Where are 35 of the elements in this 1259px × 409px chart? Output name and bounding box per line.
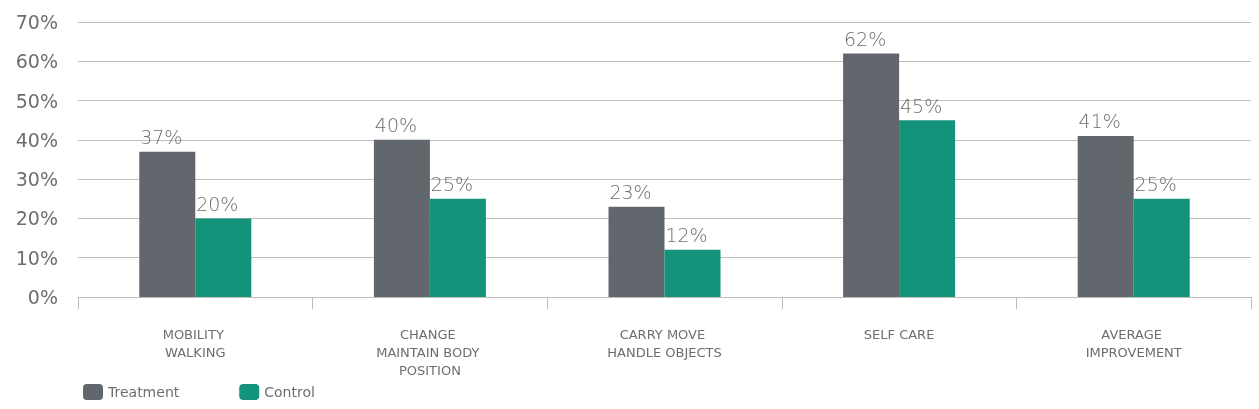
data-label: 20% (196, 192, 239, 215)
bar (195, 218, 252, 297)
y-tick-label: 50% (15, 89, 58, 112)
bar (373, 139, 430, 297)
x-tick-label: MOBILITY WALKING (162, 326, 228, 360)
data-label: 12% (665, 224, 708, 247)
data-label: 37% (140, 126, 183, 149)
data-label: 45% (899, 94, 943, 117)
bar (843, 53, 900, 297)
data-label: 62% (843, 27, 887, 50)
y-tick-label: 60% (15, 50, 58, 73)
bar (608, 206, 665, 297)
legend-label: Control (264, 384, 315, 400)
bar (1077, 135, 1134, 297)
x-tick-label: SELF CARE (863, 326, 935, 342)
data-label: 25% (1134, 173, 1177, 196)
bar (899, 120, 956, 297)
y-tick-label: 10% (15, 246, 58, 269)
y-tick-label: 70% (15, 11, 58, 33)
data-label: 25% (430, 173, 474, 196)
y-tick-label: 40% (15, 128, 58, 151)
x-tick-label: CARRY MOVE HANDLE OBJECTS (607, 326, 722, 360)
bar (664, 249, 721, 297)
bar (429, 198, 486, 297)
data-label: 41% (1078, 110, 1121, 133)
y-tick-label: 20% (15, 207, 58, 230)
y-tick-label: 30% (15, 168, 58, 191)
data-label: 40% (374, 114, 418, 137)
bar (1133, 198, 1190, 297)
x-tick-label: AVERAGE IMPROVEMENT (1085, 326, 1182, 360)
data-label: 23% (609, 181, 652, 204)
legend-label: Treatment (107, 384, 180, 400)
y-tick-label: 0% (27, 286, 58, 308)
bar (139, 151, 196, 297)
x-tick-label: CHANGE MAINTAIN BODY POSITION (376, 326, 484, 378)
